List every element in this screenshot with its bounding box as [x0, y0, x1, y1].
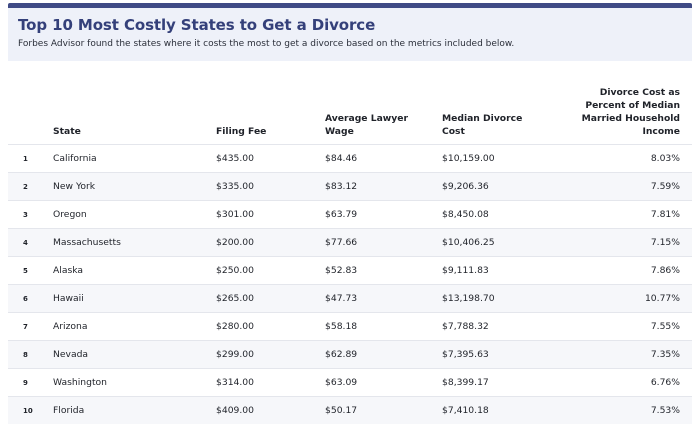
rank-cell: 6 — [23, 295, 28, 303]
filing-fee-cell: $200.00 — [216, 237, 254, 248]
state-cell: Washington — [53, 377, 107, 388]
lawyer-wage-cell: $62.89 — [325, 349, 358, 360]
table-header: State Filing Fee Average Lawyer Wage Med… — [8, 78, 692, 144]
state-cell: Nevada — [53, 349, 89, 360]
lawyer-wage-cell: $58.18 — [325, 321, 358, 332]
table-row: 7 Arizona $280.00 $58.18 $7,788.32 7.55% — [8, 312, 692, 340]
page-title: Top 10 Most Costly States to Get a Divor… — [18, 16, 376, 34]
lawyer-wage-cell: $77.66 — [325, 237, 358, 248]
filing-fee-cell: $314.00 — [216, 377, 254, 388]
data-table: State Filing Fee Average Lawyer Wage Med… — [8, 78, 692, 424]
divorce-cost-cell: $8,399.17 — [442, 377, 489, 388]
divorce-cost-cell: $7,788.32 — [442, 321, 489, 332]
rank-cell: 9 — [23, 379, 28, 387]
state-cell: New York — [53, 181, 96, 192]
header-divorce-cost: Median Divorce Cost — [442, 113, 523, 137]
percent-income-cell: 7.15% — [650, 237, 680, 248]
table-row: 2 New York $335.00 $83.12 $9,206.36 7.59% — [8, 172, 692, 200]
filing-fee-cell: $250.00 — [216, 265, 254, 276]
header-filing-fee: Filing Fee — [216, 126, 267, 137]
filing-fee-cell: $265.00 — [216, 293, 254, 304]
rank-cell: 5 — [23, 267, 28, 275]
table-row: 9 Washington $314.00 $63.09 $8,399.17 6.76% — [8, 368, 692, 396]
filing-fee-cell: $335.00 — [216, 181, 254, 192]
lawyer-wage-cell: $52.83 — [325, 265, 358, 276]
state-cell: Oregon — [53, 209, 87, 220]
header-percent-income: Divorce Cost as Percent of Median Marrie… — [581, 87, 680, 137]
filing-fee-cell: $301.00 — [216, 209, 254, 220]
table-row: 10 Florida $409.00 $50.17 $7,410.18 7.53% — [8, 396, 692, 424]
filing-fee-cell: $409.00 — [216, 405, 254, 416]
percent-income-cell: 6.76% — [650, 377, 680, 388]
divorce-cost-cell: $10,159.00 — [442, 153, 495, 164]
percent-income-cell: 7.35% — [650, 349, 680, 360]
table-row: 3 Oregon $301.00 $63.79 $8,450.08 7.81% — [8, 200, 692, 228]
percent-income-cell: 7.59% — [650, 181, 680, 192]
lawyer-wage-cell: $83.12 — [325, 181, 358, 192]
header-state: State — [53, 126, 81, 137]
state-cell: Arizona — [53, 321, 88, 332]
lawyer-wage-cell: $50.17 — [325, 405, 358, 416]
table-body: 1 California $435.00 $84.46 $10,159.00 8.03% 2… — [8, 144, 692, 424]
accent-bar — [8, 3, 692, 8]
rank-cell: 4 — [23, 239, 28, 247]
percent-income-cell: 7.86% — [650, 265, 680, 276]
table-row: 8 Nevada $299.00 $62.89 $7,395.63 7.35% — [8, 340, 692, 368]
rank-cell: 1 — [23, 155, 28, 163]
filing-fee-cell: $435.00 — [216, 153, 254, 164]
divorce-cost-cell: $7,395.63 — [442, 349, 489, 360]
percent-income-cell: 10.77% — [644, 293, 680, 304]
lawyer-wage-cell: $63.09 — [325, 377, 358, 388]
rank-cell: 2 — [23, 183, 28, 191]
header-panel: Top 10 Most Costly States to Get a Divor… — [8, 8, 692, 61]
lawyer-wage-cell: $84.46 — [325, 153, 358, 164]
divorce-cost-cell: $10,406.25 — [442, 237, 495, 248]
percent-income-cell: 7.53% — [650, 405, 680, 416]
percent-income-cell: 7.55% — [650, 321, 680, 332]
percent-income-cell: 8.03% — [650, 153, 680, 164]
table-row: 1 California $435.00 $84.46 $10,159.00 8.03% — [8, 144, 692, 172]
rank-cell: 3 — [23, 211, 28, 219]
divorce-cost-cell: $13,198.70 — [442, 293, 495, 304]
divorce-cost-cell: $9,111.83 — [442, 265, 489, 276]
rank-cell: 8 — [23, 351, 28, 359]
state-cell: Massachusetts — [53, 237, 121, 248]
table-row: 6 Hawaii $265.00 $47.73 $13,198.70 10.77% — [8, 284, 692, 312]
state-cell: California — [53, 153, 97, 164]
filing-fee-cell: $299.00 — [216, 349, 254, 360]
header-lawyer-wage: Average Lawyer Wage — [325, 113, 409, 137]
percent-income-cell: 7.81% — [650, 209, 680, 220]
page-subtitle: Forbes Advisor found the states where it… — [18, 39, 515, 49]
divorce-cost-cell: $8,450.08 — [442, 209, 489, 220]
lawyer-wage-cell: $47.73 — [325, 293, 358, 304]
divorce-cost-cell: $9,206.36 — [442, 181, 489, 192]
divorce-cost-cell: $7,410.18 — [442, 405, 489, 416]
filing-fee-cell: $280.00 — [216, 321, 254, 332]
table-row: 4 Massachusetts $200.00 $77.66 $10,406.25 7.1… — [8, 228, 692, 256]
lawyer-wage-cell: $63.79 — [325, 209, 358, 220]
state-cell: Florida — [53, 405, 85, 416]
state-cell: Hawaii — [53, 293, 84, 304]
table-row: 5 Alaska $250.00 $52.83 $9,111.83 7.86% — [8, 256, 692, 284]
rank-cell: 7 — [23, 323, 28, 331]
rank-cell: 10 — [23, 407, 33, 415]
state-cell: Alaska — [53, 265, 84, 276]
